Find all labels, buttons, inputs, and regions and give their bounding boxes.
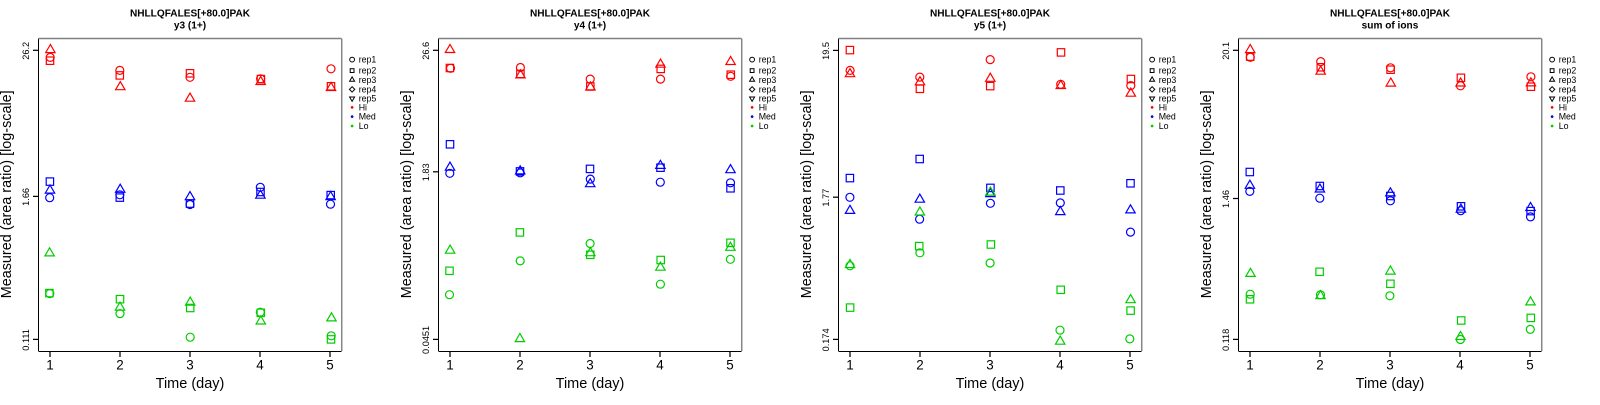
svg-text:1.66: 1.66 bbox=[21, 188, 31, 206]
svg-text:3: 3 bbox=[186, 358, 193, 373]
svg-text:1: 1 bbox=[1246, 358, 1253, 373]
svg-text:3: 3 bbox=[586, 358, 593, 373]
svg-text:3: 3 bbox=[986, 358, 993, 373]
svg-text:4: 4 bbox=[1456, 358, 1464, 373]
svg-text:sum of ions: sum of ions bbox=[1362, 20, 1419, 31]
svg-text:rep1: rep1 bbox=[1159, 55, 1177, 65]
svg-text:y3 (1+): y3 (1+) bbox=[174, 20, 206, 31]
svg-text:y5 (1+): y5 (1+) bbox=[974, 20, 1006, 31]
svg-text:rep2: rep2 bbox=[359, 66, 377, 76]
svg-text:1.46: 1.46 bbox=[1221, 190, 1231, 208]
svg-text:1.77: 1.77 bbox=[821, 189, 831, 207]
svg-text:5: 5 bbox=[726, 358, 733, 373]
svg-text:2: 2 bbox=[516, 358, 523, 373]
svg-text:4: 4 bbox=[1056, 358, 1064, 373]
svg-text:Time (day): Time (day) bbox=[956, 376, 1025, 392]
svg-text:rep1: rep1 bbox=[359, 55, 377, 65]
svg-text:Med: Med bbox=[1159, 112, 1176, 122]
svg-text:1: 1 bbox=[46, 358, 53, 373]
svg-text:4: 4 bbox=[256, 358, 264, 373]
svg-text:Time (day): Time (day) bbox=[556, 376, 625, 392]
svg-text:1.83: 1.83 bbox=[421, 163, 431, 181]
svg-text:2: 2 bbox=[916, 358, 923, 373]
svg-text:Measured (area ratio) [log-sca: Measured (area ratio) [log-scale] bbox=[0, 90, 15, 298]
svg-text:rep4: rep4 bbox=[1559, 85, 1577, 95]
svg-text:NHLLQFALES[+80.0]PAK: NHLLQFALES[+80.0]PAK bbox=[1330, 9, 1451, 20]
svg-text:Lo: Lo bbox=[1559, 121, 1569, 131]
svg-text:Hi: Hi bbox=[759, 103, 767, 113]
svg-text:rep1: rep1 bbox=[1559, 55, 1577, 65]
svg-text:0.118: 0.118 bbox=[1221, 329, 1231, 351]
svg-text:1: 1 bbox=[446, 358, 453, 373]
svg-text:rep3: rep3 bbox=[1159, 75, 1177, 85]
svg-text:rep2: rep2 bbox=[1159, 66, 1177, 76]
svg-text:rep5: rep5 bbox=[1159, 94, 1177, 104]
svg-text:5: 5 bbox=[1526, 358, 1533, 373]
svg-text:Hi: Hi bbox=[1159, 103, 1167, 113]
svg-text:2: 2 bbox=[1316, 358, 1323, 373]
svg-text:Med: Med bbox=[759, 112, 776, 122]
svg-text:0.174: 0.174 bbox=[821, 328, 831, 351]
svg-text:rep5: rep5 bbox=[359, 94, 377, 104]
svg-text:NHLLQFALES[+80.0]PAK: NHLLQFALES[+80.0]PAK bbox=[530, 9, 651, 20]
svg-text:Measured (area ratio) [log-sca: Measured (area ratio) [log-scale] bbox=[399, 90, 415, 298]
svg-text:rep1: rep1 bbox=[759, 55, 777, 65]
svg-text:rep4: rep4 bbox=[1159, 85, 1177, 95]
svg-text:19.5: 19.5 bbox=[821, 42, 831, 60]
svg-text:Lo: Lo bbox=[759, 121, 769, 131]
svg-text:Lo: Lo bbox=[1159, 121, 1169, 131]
svg-text:26.2: 26.2 bbox=[21, 42, 31, 60]
svg-text:rep5: rep5 bbox=[759, 94, 777, 104]
svg-text:5: 5 bbox=[326, 358, 333, 373]
svg-text:rep4: rep4 bbox=[759, 85, 777, 95]
svg-text:0.111: 0.111 bbox=[21, 329, 31, 351]
svg-text:Time (day): Time (day) bbox=[156, 376, 225, 392]
svg-text:Measured (area ratio) [log-sca: Measured (area ratio) [log-scale] bbox=[799, 90, 815, 298]
svg-text:Med: Med bbox=[359, 112, 376, 122]
svg-text:Hi: Hi bbox=[1559, 103, 1567, 113]
svg-text:rep3: rep3 bbox=[359, 75, 377, 85]
svg-text:Lo: Lo bbox=[359, 121, 369, 131]
svg-text:Time (day): Time (day) bbox=[1356, 376, 1425, 392]
svg-text:rep4: rep4 bbox=[359, 85, 377, 95]
svg-text:NHLLQFALES[+80.0]PAK: NHLLQFALES[+80.0]PAK bbox=[130, 9, 251, 20]
svg-text:rep2: rep2 bbox=[759, 66, 777, 76]
svg-text:Med: Med bbox=[1559, 112, 1576, 122]
svg-text:2: 2 bbox=[116, 358, 123, 373]
svg-text:0.0451: 0.0451 bbox=[421, 326, 431, 354]
svg-text:4: 4 bbox=[656, 358, 664, 373]
svg-text:Hi: Hi bbox=[359, 103, 367, 113]
svg-text:rep2: rep2 bbox=[1559, 66, 1577, 76]
svg-text:20.1: 20.1 bbox=[1221, 42, 1231, 60]
svg-text:5: 5 bbox=[1126, 358, 1133, 373]
svg-text:3: 3 bbox=[1386, 358, 1393, 373]
svg-text:rep3: rep3 bbox=[1559, 75, 1577, 85]
svg-text:y4 (1+): y4 (1+) bbox=[574, 20, 606, 31]
svg-text:NHLLQFALES[+80.0]PAK: NHLLQFALES[+80.0]PAK bbox=[930, 9, 1051, 20]
svg-text:Measured (area ratio) [log-sca: Measured (area ratio) [log-scale] bbox=[1199, 90, 1215, 298]
svg-text:26.6: 26.6 bbox=[421, 42, 431, 60]
svg-text:rep5: rep5 bbox=[1559, 94, 1577, 104]
svg-text:rep3: rep3 bbox=[759, 75, 777, 85]
svg-text:1: 1 bbox=[846, 358, 853, 373]
